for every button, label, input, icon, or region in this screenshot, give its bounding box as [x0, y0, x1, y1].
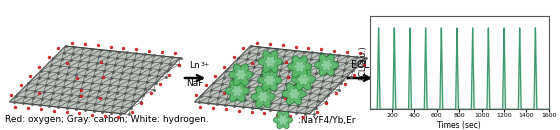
Polygon shape [10, 46, 180, 114]
Polygon shape [231, 86, 243, 96]
Text: NaF: NaF [186, 79, 204, 88]
Polygon shape [273, 111, 292, 129]
Polygon shape [257, 91, 269, 102]
Polygon shape [278, 115, 288, 125]
Polygon shape [225, 80, 249, 102]
Polygon shape [251, 86, 275, 108]
Polygon shape [235, 69, 247, 80]
Polygon shape [282, 83, 306, 105]
Polygon shape [288, 88, 300, 99]
Text: :NaYF4/Yb,Er: :NaYF4/Yb,Er [298, 115, 356, 125]
Polygon shape [321, 60, 333, 70]
X-axis label: Times (sec): Times (sec) [437, 121, 481, 130]
Text: Red: oxygen; Gray: carbon; White: hydrogen.: Red: oxygen; Gray: carbon; White: hydrog… [5, 115, 209, 125]
Polygon shape [264, 56, 277, 67]
Polygon shape [297, 74, 310, 85]
Text: Ln: Ln [190, 61, 200, 70]
Y-axis label: ECL(a.u.): ECL(a.u.) [358, 45, 367, 80]
Polygon shape [229, 64, 253, 85]
Polygon shape [264, 75, 276, 86]
Polygon shape [292, 69, 315, 90]
Polygon shape [288, 56, 312, 77]
Polygon shape [315, 54, 339, 76]
Text: ECL: ECL [351, 60, 369, 70]
Polygon shape [258, 69, 282, 91]
Polygon shape [194, 46, 366, 114]
Polygon shape [294, 61, 306, 72]
Polygon shape [258, 51, 282, 72]
Text: 3+: 3+ [201, 62, 210, 67]
